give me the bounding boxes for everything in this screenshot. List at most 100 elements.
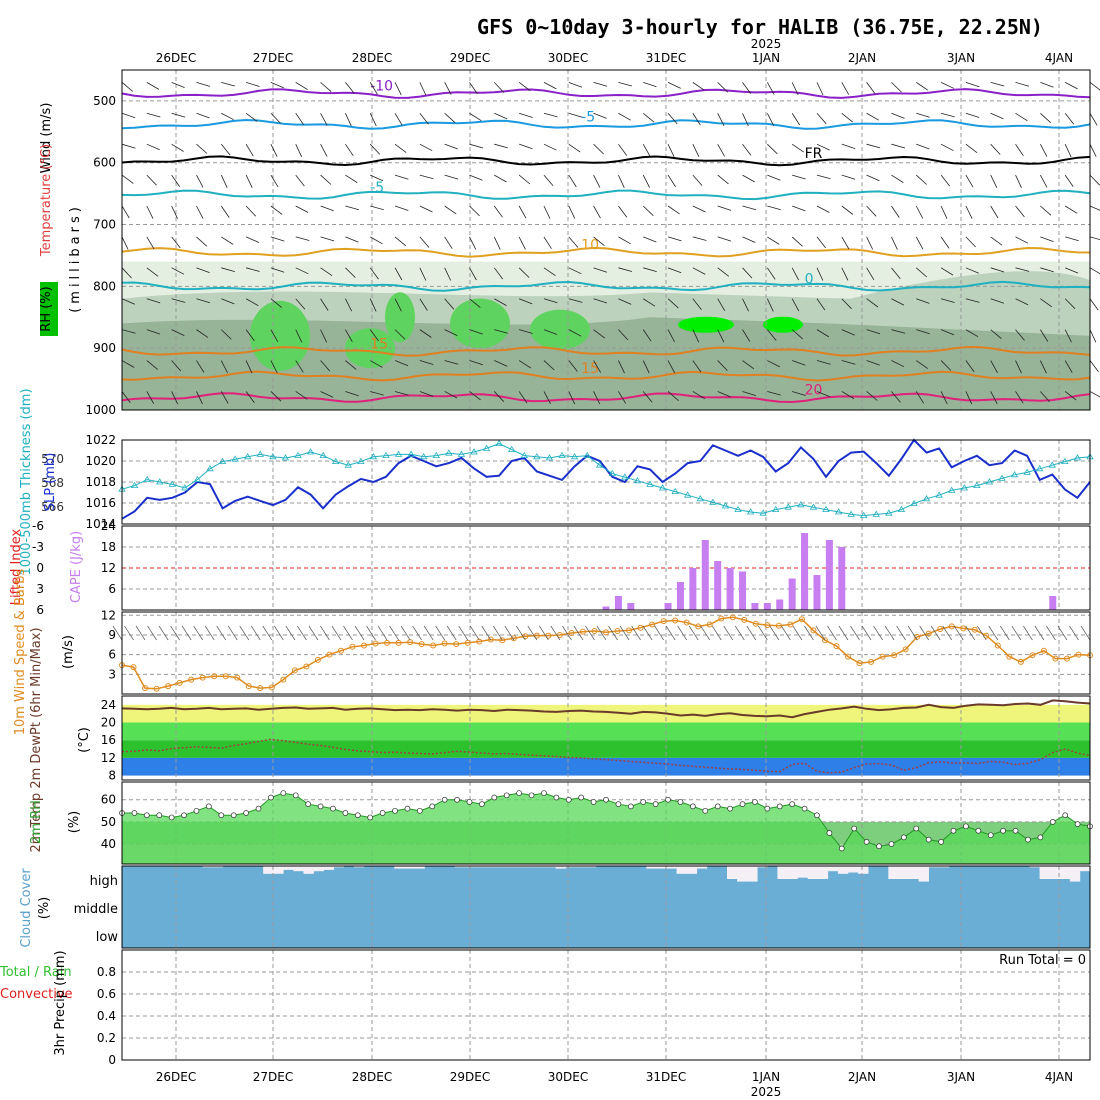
wind-barb — [270, 329, 279, 342]
wind-barb — [518, 391, 528, 404]
rh-point — [1062, 812, 1069, 819]
thickness-frame — [121, 439, 1091, 525]
wind-barb-10m — [804, 625, 814, 641]
thickness-point — [985, 478, 994, 485]
cape-bar — [726, 568, 734, 610]
wind-barb — [245, 236, 260, 243]
wind-speed-point — [603, 629, 609, 636]
wind-barb — [990, 329, 1002, 340]
rh-zone-green — [450, 298, 510, 349]
wind-barb — [469, 205, 480, 217]
wind-barb-10m — [976, 625, 987, 641]
date-label-bottom: 4JAN — [1045, 1070, 1073, 1084]
wind-barb — [171, 329, 185, 336]
wind-barb — [742, 267, 753, 279]
rh-point — [404, 805, 411, 812]
cape-bar — [627, 603, 635, 610]
wind-barb — [1065, 267, 1079, 274]
wind-speed-point — [902, 646, 909, 653]
wind-barb — [916, 329, 930, 335]
wind-barb — [345, 391, 359, 397]
date-label-bottom: 27DEC — [253, 1070, 293, 1084]
cloud-high-gap — [898, 866, 909, 879]
wind-barb — [295, 144, 303, 158]
wind-barb — [717, 391, 731, 398]
thickness-point — [1073, 454, 1082, 461]
wind-speed-point — [752, 620, 759, 627]
rh-point — [1037, 834, 1044, 841]
cloud-high-gap — [283, 866, 294, 870]
rh-zone-green — [250, 300, 310, 371]
wind-barb — [270, 112, 281, 124]
wind-barb-10m — [239, 625, 250, 641]
thickness-point — [860, 511, 868, 518]
rh-point — [665, 796, 671, 803]
wind-barb-10m — [124, 625, 134, 641]
wind-barb — [618, 143, 628, 156]
wind-barb — [419, 174, 434, 180]
wind-speed-point — [142, 685, 149, 692]
thickness-point — [168, 480, 176, 487]
cloud-high-gap — [202, 866, 214, 868]
thickness-point — [872, 510, 880, 517]
temperature-contour — [121, 280, 1091, 292]
cloud-high-gap — [656, 866, 667, 869]
thickness-point — [948, 486, 956, 493]
wind-barb — [965, 267, 979, 274]
wind-barb — [767, 267, 776, 280]
wind-barb-10m — [631, 625, 641, 641]
wind-barb — [370, 174, 384, 182]
wind-barb — [494, 329, 508, 334]
thickness-point — [369, 453, 378, 460]
li-tick: 3 — [36, 582, 44, 596]
rh-point — [503, 792, 510, 799]
rh-point — [181, 812, 187, 819]
thickness-point — [394, 450, 403, 457]
wind-speed-point — [199, 674, 206, 681]
date-label-top: 26DEC — [156, 51, 196, 65]
wind-barb — [320, 298, 329, 311]
wind-barb — [295, 360, 304, 373]
wind-barb — [196, 143, 208, 154]
wind-barb — [469, 267, 477, 281]
date-label-bottom: 3JAN — [947, 1070, 975, 1084]
thickness-point — [734, 505, 742, 512]
wind-barb — [444, 267, 452, 281]
temp-band — [122, 722, 1090, 741]
cloud-label: Cloud Cover — [19, 868, 34, 948]
wind-barb — [717, 329, 725, 343]
rh2m-units: (%) — [67, 811, 82, 834]
wind-barb — [245, 329, 255, 342]
wind-barb — [742, 82, 752, 94]
rh-label: RH (%) — [39, 286, 54, 331]
wind-barb — [568, 267, 582, 275]
wind-barb — [791, 329, 803, 340]
wind-barb — [245, 174, 253, 188]
wind-barb — [866, 236, 874, 250]
temp-tick: 16 — [101, 733, 116, 747]
wind-speed-point — [821, 637, 828, 644]
contour-label: 15 — [370, 336, 388, 352]
wind-barb — [841, 360, 856, 365]
wind-label: Wind (m/s) — [39, 103, 54, 174]
wind-barb — [320, 267, 333, 277]
wind-speed-point — [476, 638, 483, 645]
wind-speed-point — [176, 679, 183, 686]
thickness-point — [759, 509, 767, 516]
wind-barb-10m — [412, 625, 422, 641]
li-tick: 6 — [36, 603, 44, 617]
wind-barb — [965, 360, 975, 373]
rh-point — [913, 825, 920, 832]
wind-barb — [742, 329, 751, 342]
wind-barb — [394, 236, 407, 247]
wind-barb-10m — [435, 625, 445, 641]
wind-barb — [841, 391, 855, 399]
rh-point — [292, 792, 299, 799]
thickness-point — [621, 473, 629, 480]
wind-barb-10m — [619, 625, 630, 641]
wind-barb — [1064, 144, 1072, 158]
wind-barb-10m — [262, 625, 273, 641]
wind-barb-10m — [688, 625, 699, 641]
wind-tick: 9 — [108, 628, 116, 642]
wind-barb — [915, 391, 925, 404]
